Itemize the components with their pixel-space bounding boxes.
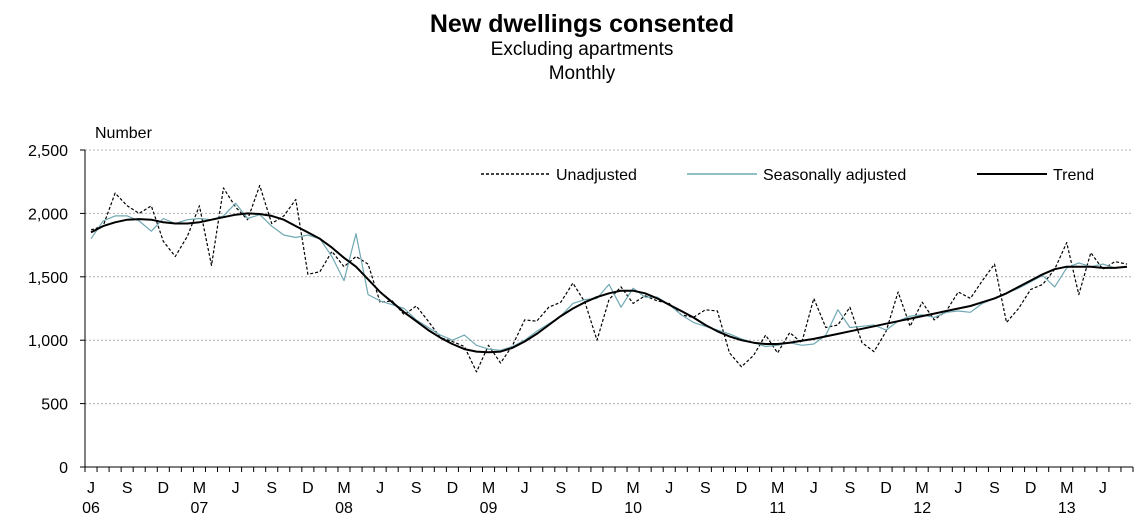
chart-title: New dwellings consented <box>429 10 735 38</box>
series-lines <box>90 184 1128 373</box>
x-tick-label-month: J <box>665 480 673 497</box>
x-tick-label-month: S <box>555 480 566 497</box>
series-line-unadjusted <box>90 184 1128 373</box>
gridlines <box>85 149 1133 405</box>
x-tick-label-month: S <box>266 480 277 497</box>
y-axis: 0 500 1,000 1,500 2,000 2,500 <box>28 143 86 477</box>
x-tick-label-month: M <box>193 480 206 497</box>
x-tick-label-month: J <box>954 480 962 497</box>
x-tick-label-month: S <box>411 480 422 497</box>
x-tick-label-year: 13 <box>1058 500 1076 517</box>
y-tick-label: 500 <box>41 397 68 414</box>
y-tick-label: 1,500 <box>28 270 68 287</box>
x-tick-label-year: 08 <box>335 500 353 517</box>
x-tick-label-month: D <box>158 480 170 497</box>
legend-label-trend: Trend <box>1053 167 1094 184</box>
x-tick-label-month: M <box>916 480 929 497</box>
y-tick-label: 2,500 <box>28 143 68 160</box>
x-tick-label-year: 10 <box>624 500 642 517</box>
x-tick-label-month: D <box>880 480 892 497</box>
x-tick-label-year: 12 <box>913 500 931 517</box>
x-tick-label-month: S <box>122 480 133 497</box>
x-tick-label-month: J <box>810 480 818 497</box>
series-line-trend <box>90 212 1128 354</box>
chart-subtitle-frequency: Monthly <box>548 63 616 84</box>
x-tick-label-month: S <box>989 480 1000 497</box>
series-line-seasonally-adjusted <box>90 202 1128 351</box>
x-tick-label-month: M <box>626 480 639 497</box>
x-tick-label-year: 07 <box>191 500 209 517</box>
chart-subtitle: Excluding apartments <box>490 39 674 60</box>
x-tick-label-month: M <box>482 480 495 497</box>
x-tick-label-month: D <box>302 480 314 497</box>
x-tick-label-month: J <box>87 480 95 497</box>
x-tick-label-month: J <box>1099 480 1107 497</box>
x-tick-label-month: J <box>232 480 240 497</box>
x-tick-label-month: M <box>1060 480 1073 497</box>
x-tick-label-month: J <box>376 480 384 497</box>
x-tick-label-year: 11 <box>769 500 786 517</box>
chart-title-block: New dwellings consented Excluding apartm… <box>0 10 1135 86</box>
x-tick-label-month: S <box>845 480 856 497</box>
legend-label-seasonally-adjusted: Seasonally adjusted <box>763 167 906 184</box>
x-tick-label-month: D <box>591 480 603 497</box>
x-tick-label-month: D <box>736 480 748 497</box>
y-axis-label: Number <box>95 125 153 142</box>
x-tick-label-month: J <box>521 480 529 497</box>
x-tick-label-month: D <box>1025 480 1037 497</box>
x-tick-label-month: M <box>771 480 784 497</box>
x-tick-label-year: 09 <box>480 500 498 517</box>
legend: Unadjusted Seasonally adjusted Trend <box>481 167 1094 184</box>
legend-label-unadjusted: Unadjusted <box>556 167 637 184</box>
y-tick-label: 0 <box>59 460 68 477</box>
x-tick-label-year: 06 <box>82 500 100 517</box>
x-axis: J 06 S D M 07 J S D M 08 J S D M 09 J S D M 10 J S D M 11 J S D M 12 J S… <box>82 466 1134 517</box>
x-tick-label-month: D <box>447 480 459 497</box>
y-tick-label: 2,000 <box>28 206 68 223</box>
x-tick-label-month: M <box>337 480 350 497</box>
x-tick-label-month: S <box>700 480 711 497</box>
y-tick-label: 1,000 <box>28 333 68 350</box>
